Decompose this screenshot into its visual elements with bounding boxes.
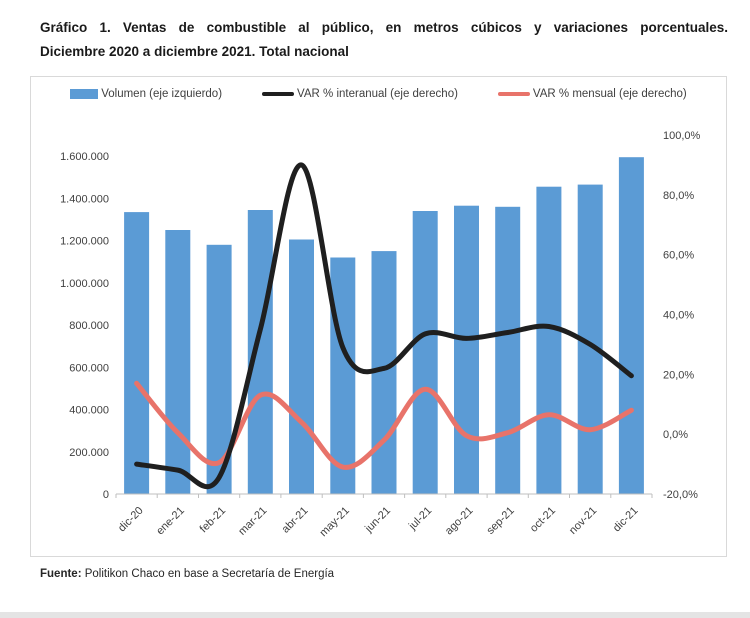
bar-sep-21 bbox=[495, 206, 521, 495]
right-axis-tick-label: 0,0% bbox=[663, 429, 688, 441]
line-var-interanual bbox=[134, 162, 634, 490]
legend-swatch-line-mensual-icon bbox=[497, 92, 530, 96]
left-axis-tick-label: 1.400.000 bbox=[60, 193, 109, 205]
left-axis-tick-label: 1.000.000 bbox=[60, 278, 109, 290]
source-text-value: Politikon Chaco en base a Secretaría de … bbox=[84, 568, 335, 580]
legend-item-volumen: Volumen (eje izquierdo) bbox=[70, 88, 222, 100]
legend-swatch-bar-icon bbox=[70, 89, 99, 99]
x-axis-label-may-21: may-21 bbox=[317, 505, 351, 539]
chart-container: Volumen (eje izquierdo) VAR % interanual… bbox=[30, 76, 727, 557]
page-bottom-edge bbox=[0, 612, 750, 618]
legend-item-mensual: VAR % mensual (eje derecho) bbox=[497, 88, 687, 100]
x-axis-label-sep-21: sep-21 bbox=[485, 505, 517, 537]
x-axis-label-ene-21: ene-21 bbox=[154, 505, 187, 538]
chart-title-line2: Diciembre 2020 a diciembre 2021. Total n… bbox=[40, 44, 349, 59]
legend-swatch-line-interanual-icon bbox=[262, 92, 295, 96]
chart-title: Gráfico 1. Ventas de combustible al públ… bbox=[40, 16, 728, 64]
left-axis-tick-label: 1.200.000 bbox=[60, 236, 109, 248]
x-axis-ticks bbox=[115, 494, 653, 498]
x-axis-label-abr-21: abr-21 bbox=[280, 505, 311, 536]
source-note: Fuente: Politikon Chaco en base a Secret… bbox=[40, 568, 334, 580]
left-axis-tick-label: 400.000 bbox=[69, 405, 109, 417]
x-axis-label-jun-21: jun-21 bbox=[362, 505, 393, 536]
right-axis-tick-label: 20,0% bbox=[663, 369, 694, 381]
x-axis-label-jul-21: jul-21 bbox=[406, 505, 434, 533]
x-axis-label-mar-21: mar-21 bbox=[236, 505, 269, 538]
bar-dic-21 bbox=[618, 157, 644, 494]
left-axis-tick-label: 800.000 bbox=[69, 320, 109, 332]
left-axis-tick-label: 1.600.000 bbox=[60, 151, 109, 163]
chart-title-line1: Gráfico 1. Ventas de combustible al públ… bbox=[40, 20, 728, 35]
chart-plot: 0 200.000 400.000 600.000 800.000 1.000.000 1.… bbox=[60, 130, 701, 539]
line-var-mensual bbox=[134, 380, 634, 470]
left-axis-tick-label: 600.000 bbox=[69, 362, 109, 374]
bar-ago-21 bbox=[454, 205, 479, 494]
x-axis-label-dic-20: dic-20 bbox=[116, 505, 146, 535]
x-axis-labels: dic-20 ene-21 feb-21 mar-21 abr-21 may-21 jun-… bbox=[116, 505, 640, 539]
right-axis-tick-label: 80,0% bbox=[663, 190, 694, 202]
legend-item-interanual: VAR % interanual (eje derecho) bbox=[262, 88, 458, 100]
left-axis-tick-label: 0 bbox=[103, 489, 109, 501]
bar-ene-21 bbox=[165, 230, 191, 494]
left-axis-tick-label: 200.000 bbox=[69, 447, 109, 459]
bar-jul-21 bbox=[412, 211, 438, 494]
legend-label-mensual: VAR % mensual (eje derecho) bbox=[532, 88, 687, 100]
left-axis-labels: 0 200.000 400.000 600.000 800.000 1.000.000 1.… bbox=[60, 151, 109, 501]
right-axis-tick-label: 40,0% bbox=[663, 310, 694, 322]
bar-oct-21 bbox=[536, 186, 562, 494]
bar-mar-21 bbox=[247, 210, 273, 494]
right-axis-tick-label: 100,0% bbox=[663, 130, 701, 142]
bar-abr-21 bbox=[289, 239, 314, 494]
bars-volumen bbox=[124, 157, 644, 495]
right-axis-tick-label: 60,0% bbox=[663, 250, 694, 262]
x-axis-label-ago-21: ago-21 bbox=[443, 505, 476, 538]
bar-dic-20 bbox=[124, 212, 150, 494]
right-axis-labels: -20,0% 0,0% 20,0% 40,0% 60,0% 80,0% 100,0% bbox=[663, 130, 701, 501]
legend-label-interanual: VAR % interanual (eje derecho) bbox=[297, 88, 458, 100]
x-axis-label-nov-21: nov-21 bbox=[567, 505, 599, 537]
x-axis-label-feb-21: feb-21 bbox=[198, 505, 229, 536]
x-axis-label-oct-21: oct-21 bbox=[528, 505, 558, 535]
x-axis-label-dic-21: dic-21 bbox=[611, 505, 641, 535]
bar-may-21 bbox=[330, 257, 356, 494]
source-label: Fuente: bbox=[40, 568, 82, 580]
right-axis-tick-label: -20,0% bbox=[663, 489, 698, 501]
legend-label-volumen: Volumen (eje izquierdo) bbox=[101, 88, 223, 100]
legend: Volumen (eje izquierdo) VAR % interanual… bbox=[31, 88, 726, 100]
